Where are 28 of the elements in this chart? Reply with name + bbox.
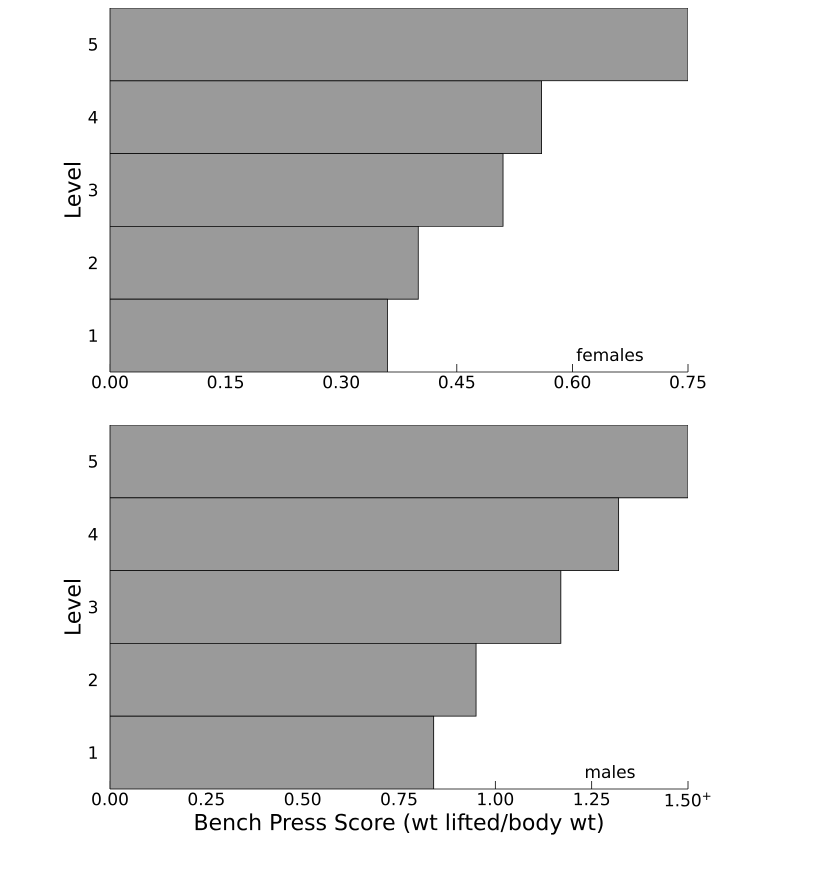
y-tick-label: 3: [88, 600, 98, 614]
y-tick-label: 5: [88, 455, 97, 468]
x-tick-label: 0.45: [438, 376, 474, 388]
x-tick-label: 0.00: [92, 792, 128, 806]
y-axis-title: Level: [64, 163, 81, 217]
x-tick-label: 0.60: [554, 376, 590, 388]
y-tick-label: 2: [88, 673, 97, 686]
y-tick-label: 1: [90, 329, 97, 342]
x-tick-label: 1.00: [478, 792, 514, 806]
x-tick-label: 0.00: [92, 376, 128, 388]
x-tick-label: 0.25: [188, 792, 224, 806]
annotation: females: [576, 348, 643, 362]
y-tick-label: 4: [88, 111, 98, 124]
y-tick-label: 1: [90, 746, 97, 759]
y-tick-label: 4: [88, 528, 98, 540]
x-axis-title: Bench Press Score (wt lifted/body wt): [196, 813, 603, 835]
x-tick-label: 0.15: [208, 376, 244, 388]
x-tick-label: 0.30: [323, 376, 359, 388]
x-tick-label: 0.75: [670, 376, 706, 388]
annotation: males: [586, 765, 635, 778]
x-tick-label: 0.75: [381, 792, 416, 806]
x-tick-label: 0.50: [284, 792, 320, 806]
y-axis-title: Level: [64, 580, 81, 634]
y-tick-label: 2: [88, 256, 97, 270]
x-tick-label: 1.50$^{+}$: [666, 792, 710, 807]
y-tick-label: 3: [88, 184, 98, 196]
y-tick-label: 5: [88, 38, 97, 51]
x-tick-label: 1.25: [574, 792, 610, 806]
